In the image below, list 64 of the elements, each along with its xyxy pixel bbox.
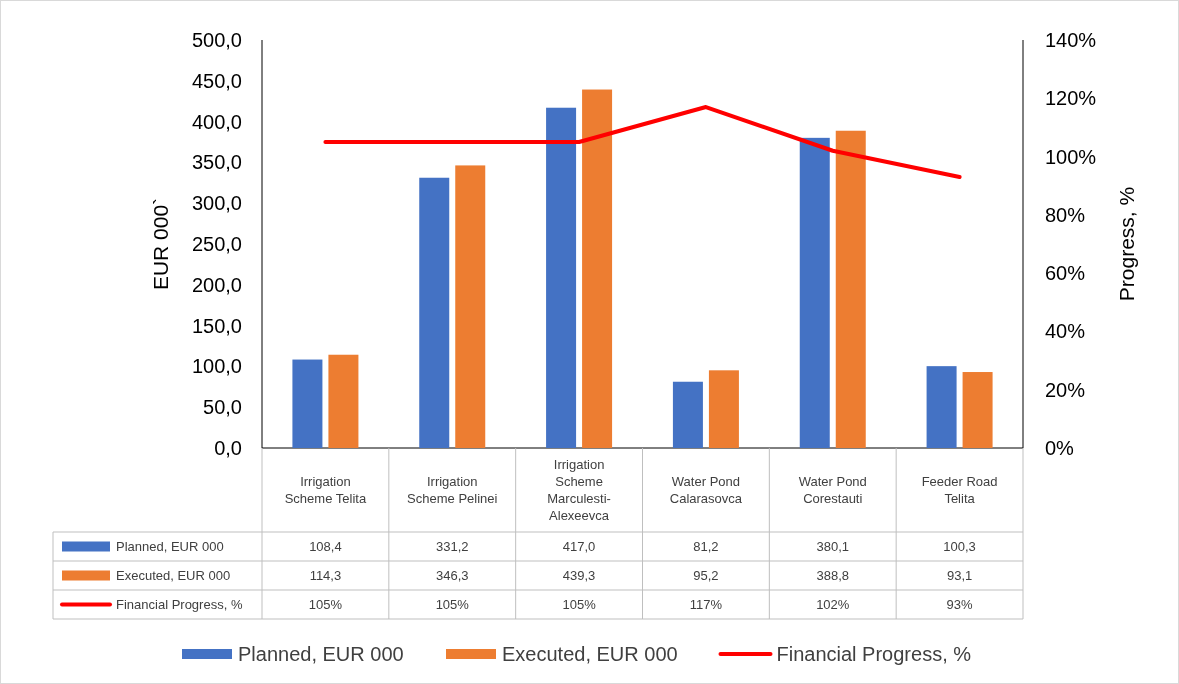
y-tick-label: 50,0 <box>203 396 242 419</box>
x-tick-label: Water Pond Calarasovca <box>669 474 743 506</box>
bar <box>799 137 830 448</box>
y-tick-label: 400,0 <box>191 110 242 133</box>
bar <box>926 366 957 448</box>
bar <box>962 372 993 448</box>
bar <box>708 370 739 448</box>
bar <box>546 107 577 448</box>
y-tick-label: 100,0 <box>191 355 242 378</box>
x-tick-label: Irrigation Scheme Telita <box>284 474 367 506</box>
legend-label: Financial Progress, % <box>116 597 243 612</box>
y2-axis-title: Progress, % <box>1114 186 1138 302</box>
x-tick-label: Feeder Road Telita <box>921 474 998 506</box>
data-label: 380,1 <box>816 539 850 554</box>
legend-label: Planned, EUR 000 <box>116 539 224 554</box>
x-tick-label: Irrigation Scheme Marculesti-Alexeevca <box>547 457 611 523</box>
data-label: 114,3 <box>309 568 342 583</box>
y-tick-label: 300,0 <box>191 192 242 215</box>
data-label: 105% <box>562 597 597 612</box>
y2-tick-label: 20% <box>1045 378 1086 401</box>
y-tick-label: 250,0 <box>191 233 242 255</box>
y-tick-label: 350,0 <box>191 151 242 174</box>
data-label: 81,2 <box>693 539 719 554</box>
data-label: 108,4 <box>309 539 342 554</box>
y2-tick-label: 120% <box>1045 87 1097 110</box>
data-label: 105% <box>308 597 343 612</box>
text: Financial Progress, % <box>776 643 972 665</box>
y2-tick-label: 140% <box>1045 29 1097 51</box>
line-series <box>323 105 962 179</box>
y-tick-label: 500,0 <box>191 29 242 51</box>
data-label: 417,0 <box>562 539 596 554</box>
data-label: 346,3 <box>435 568 469 583</box>
bar <box>672 381 703 448</box>
data-label: 93,1 <box>946 568 973 583</box>
legend-label: Executed, EUR 000 <box>116 568 231 583</box>
data-label: 100,3 <box>943 539 976 554</box>
y-tick-label: 200,0 <box>191 273 242 296</box>
y2-tick-label: 80% <box>1045 203 1086 226</box>
y-tick-label: 450,0 <box>191 69 242 92</box>
text: Planned, EUR 000 <box>238 643 404 665</box>
bar <box>328 354 359 448</box>
bar <box>582 89 613 448</box>
y-tick-label: 0,0 <box>214 437 242 459</box>
y-tick-label: 150,0 <box>191 314 242 337</box>
data-label: 117% <box>689 597 723 612</box>
y2-tick-label: 40% <box>1045 320 1086 343</box>
bar <box>455 165 486 448</box>
data-label: 102% <box>816 597 850 612</box>
bar <box>835 130 866 448</box>
y-axis-title: EUR 000` <box>148 197 172 291</box>
y2-tick-label: 60% <box>1045 262 1086 285</box>
text: Executed, EUR 000 <box>502 643 678 665</box>
x-tick-label: Irrigation Scheme Pelinei <box>407 474 498 506</box>
y2-tick-label: 0% <box>1045 437 1075 459</box>
data-label: 93% <box>946 597 974 612</box>
data-label: 105% <box>435 597 470 612</box>
bar <box>292 359 323 448</box>
data-label: 388,8 <box>816 568 850 583</box>
data-label: 439,3 <box>562 568 596 583</box>
x-tick-label: Water Pond Corestauti <box>798 474 867 506</box>
bar <box>419 177 450 448</box>
y2-tick-label: 100% <box>1045 145 1097 168</box>
data-label: 95,2 <box>693 568 719 583</box>
data-label: 331,2 <box>435 539 469 554</box>
